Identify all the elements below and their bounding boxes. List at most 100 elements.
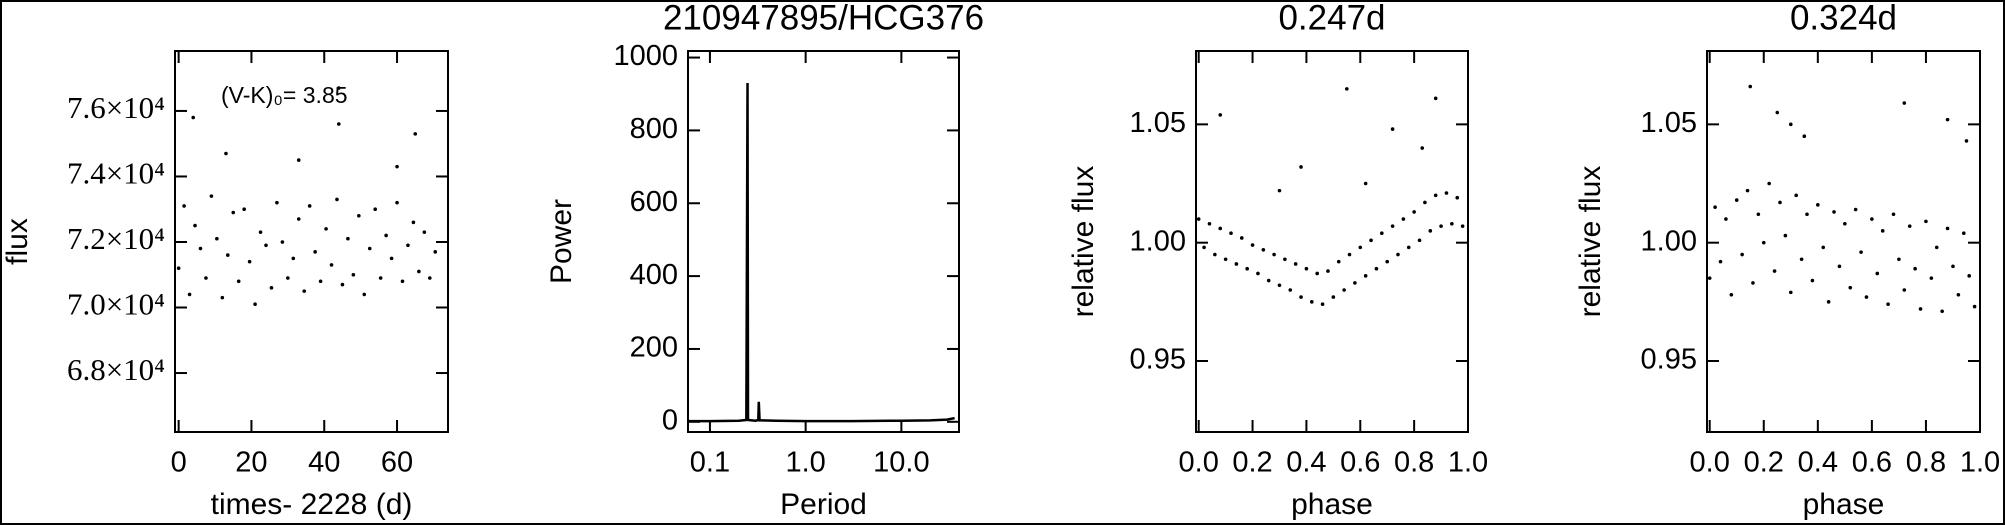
point bbox=[1886, 302, 1890, 307]
point bbox=[1369, 238, 1373, 243]
point bbox=[1277, 283, 1282, 288]
point bbox=[198, 246, 203, 251]
point bbox=[1718, 259, 1723, 264]
point bbox=[318, 279, 323, 284]
point bbox=[1945, 117, 1950, 122]
x-tick-label: 1.0 bbox=[1960, 447, 2000, 479]
point bbox=[1783, 233, 1788, 238]
point bbox=[1223, 257, 1228, 262]
point bbox=[1951, 264, 1955, 269]
point bbox=[269, 286, 274, 290]
point bbox=[1934, 245, 1939, 250]
point bbox=[340, 282, 345, 287]
y-axis-title: relative flux bbox=[1574, 166, 1607, 318]
point bbox=[1870, 217, 1874, 221]
point bbox=[176, 266, 181, 270]
point bbox=[1761, 240, 1766, 245]
point bbox=[1972, 304, 1977, 309]
point bbox=[1859, 250, 1863, 254]
point bbox=[1353, 281, 1357, 285]
x-tick-label: 0.2 bbox=[1744, 447, 1784, 479]
x-tick-label: 0.4 bbox=[1286, 447, 1326, 479]
point bbox=[1396, 252, 1400, 257]
point bbox=[1848, 285, 1853, 290]
y-tick-label: 0.95 bbox=[1641, 344, 1697, 376]
y-tick-label: 7.6×10⁴ bbox=[67, 90, 165, 125]
point bbox=[1385, 259, 1390, 264]
point bbox=[296, 217, 301, 221]
x-tick-label: 0.1 bbox=[690, 447, 730, 479]
y-tick-label: 1000 bbox=[613, 40, 678, 72]
point bbox=[1853, 207, 1858, 212]
point bbox=[1363, 181, 1368, 186]
point bbox=[378, 276, 383, 280]
point bbox=[373, 207, 378, 212]
point bbox=[1347, 252, 1352, 257]
point bbox=[1202, 245, 1206, 250]
point bbox=[411, 220, 416, 225]
point bbox=[1433, 193, 1438, 198]
point bbox=[1843, 221, 1847, 226]
point bbox=[1902, 288, 1907, 292]
point bbox=[1832, 210, 1836, 214]
point bbox=[1288, 288, 1293, 292]
point bbox=[1897, 257, 1901, 262]
point bbox=[1299, 165, 1303, 169]
point bbox=[1234, 262, 1239, 266]
point bbox=[384, 233, 388, 238]
point bbox=[224, 151, 228, 156]
point bbox=[264, 243, 268, 248]
point bbox=[395, 200, 399, 205]
point bbox=[1444, 191, 1449, 195]
point bbox=[182, 204, 186, 208]
x-axis-title: times- 2228 (d) bbox=[211, 488, 413, 521]
power-line bbox=[688, 83, 955, 423]
y-tick-label: 1.00 bbox=[1641, 225, 1697, 257]
point bbox=[1826, 300, 1831, 304]
x-tick-label: 0 bbox=[171, 447, 187, 479]
point bbox=[1293, 262, 1298, 266]
point bbox=[1218, 113, 1223, 117]
point bbox=[1778, 200, 1782, 205]
point bbox=[1788, 122, 1793, 127]
point bbox=[1390, 224, 1395, 228]
y-tick-label: 7.2×10⁴ bbox=[67, 221, 165, 256]
point bbox=[1250, 243, 1255, 247]
point bbox=[1924, 219, 1928, 224]
point bbox=[1315, 271, 1319, 276]
point bbox=[1256, 271, 1260, 276]
point bbox=[1929, 276, 1934, 280]
point bbox=[253, 302, 257, 307]
point bbox=[1207, 221, 1212, 226]
x-tick-label: 0.0 bbox=[1179, 447, 1219, 479]
point bbox=[1433, 96, 1438, 101]
point bbox=[1940, 309, 1944, 314]
point bbox=[296, 158, 301, 162]
point bbox=[1283, 257, 1287, 262]
point bbox=[1880, 229, 1885, 233]
point bbox=[1875, 271, 1880, 276]
point bbox=[389, 256, 394, 261]
point bbox=[1907, 224, 1912, 228]
y-tick-label: 6.8×10⁴ bbox=[67, 352, 165, 387]
point bbox=[1729, 292, 1734, 297]
point bbox=[286, 276, 290, 280]
point bbox=[1417, 238, 1422, 243]
x-tick-label: 10.0 bbox=[873, 447, 929, 479]
point bbox=[1821, 245, 1826, 250]
chart-title: 0.247d bbox=[1278, 0, 1385, 37]
point bbox=[313, 250, 317, 254]
point bbox=[1775, 110, 1780, 115]
y-tick-label: 0.95 bbox=[1130, 344, 1186, 376]
point bbox=[1713, 205, 1717, 209]
point bbox=[1794, 193, 1798, 198]
x-axis-title: phase bbox=[1291, 488, 1373, 521]
annotation: (V-K)₀= 3.85 bbox=[221, 82, 348, 108]
point bbox=[1342, 288, 1346, 292]
point bbox=[1320, 302, 1325, 307]
point bbox=[1460, 224, 1465, 228]
chart-title: 0.324d bbox=[1790, 0, 1897, 37]
point bbox=[1331, 295, 1336, 299]
point bbox=[1455, 195, 1460, 200]
